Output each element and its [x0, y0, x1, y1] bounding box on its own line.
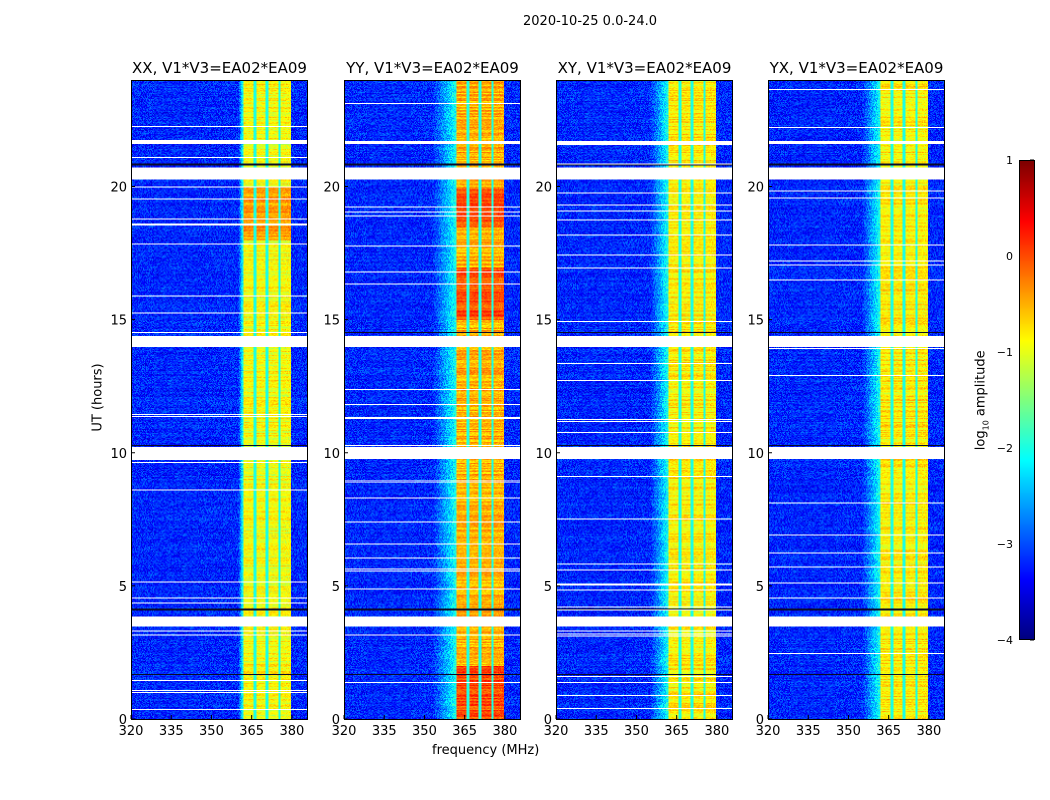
colorbar-label-prefix: log — [973, 430, 989, 451]
y-tick-label: 5 — [332, 580, 340, 595]
y-tick-label: 0 — [332, 713, 340, 728]
x-tick-label: 365 — [239, 724, 264, 739]
y-tick-label: 5 — [756, 580, 764, 595]
x-tick-label: 320 — [332, 724, 357, 739]
x-tick-label: 365 — [452, 724, 477, 739]
y-tick-label: 20 — [110, 181, 127, 196]
x-tick-label: 335 — [584, 724, 609, 739]
x-tick-label: 350 — [199, 724, 224, 739]
y-tick-label: 5 — [119, 580, 127, 595]
colorbar-tick-label: 1 — [1006, 154, 1013, 167]
x-tick-label: 350 — [624, 724, 649, 739]
colorbar-label-suffix: amplitude — [973, 350, 989, 421]
y-tick-label: 15 — [535, 314, 552, 329]
x-axis-label: frequency (MHz) — [432, 743, 540, 758]
heatmap-yx — [768, 80, 945, 720]
y-tick-label: 10 — [323, 447, 340, 462]
panel-title-xy: XY, V1*V3=EA02*EA09 — [557, 59, 732, 77]
x-tick-label: 320 — [544, 724, 569, 739]
y-tick-label: 15 — [110, 314, 127, 329]
figure-title: 2020-10-25 0.0-24.0 — [523, 14, 657, 29]
y-tick-label: 0 — [119, 713, 127, 728]
y-tick-label: 10 — [747, 447, 764, 462]
x-tick-label: 335 — [372, 724, 397, 739]
heatmap-yy — [344, 80, 521, 720]
y-tick-label: 20 — [323, 181, 340, 196]
y-tick-label: 0 — [544, 713, 552, 728]
x-tick-label: 350 — [412, 724, 437, 739]
y-tick-label: 0 — [756, 713, 764, 728]
y-tick-label: 10 — [535, 447, 552, 462]
heatmap-xy — [556, 80, 733, 720]
colorbar-tick-label: −1 — [997, 346, 1013, 359]
colorbar-tick-label: −3 — [997, 538, 1013, 551]
x-tick-label: 365 — [876, 724, 901, 739]
colorbar-label-sub: 10 — [981, 420, 991, 431]
x-tick-label: 350 — [836, 724, 861, 739]
x-tick-label: 320 — [756, 724, 781, 739]
colorbar-tick-label: 0 — [1006, 250, 1013, 263]
colorbar-tick-label: −4 — [997, 634, 1013, 647]
heatmap-xx — [131, 80, 308, 720]
panel-title-xx: XX, V1*V3=EA02*EA09 — [132, 59, 307, 77]
y-axis-label: UT (hours) — [90, 363, 106, 432]
x-tick-label: 380 — [916, 724, 941, 739]
panel-title-yx: YX, V1*V3=EA02*EA09 — [769, 59, 944, 77]
y-tick-label: 20 — [535, 181, 552, 196]
y-tick-label: 10 — [110, 447, 127, 462]
colorbar-label: log10 amplitude — [974, 335, 991, 465]
x-tick-label: 380 — [704, 724, 729, 739]
y-tick-label: 15 — [747, 314, 764, 329]
y-tick-label: 20 — [747, 181, 764, 196]
y-tick-label: 15 — [323, 314, 340, 329]
colorbar — [1019, 160, 1035, 640]
y-tick-label: 5 — [544, 580, 552, 595]
x-tick-label: 335 — [796, 724, 821, 739]
x-tick-label: 380 — [492, 724, 517, 739]
colorbar-tick-label: −2 — [997, 442, 1013, 455]
x-tick-label: 380 — [279, 724, 304, 739]
panel-title-yy: YY, V1*V3=EA02*EA09 — [346, 59, 519, 77]
x-tick-label: 335 — [159, 724, 184, 739]
x-tick-label: 365 — [664, 724, 689, 739]
x-tick-label: 320 — [119, 724, 144, 739]
